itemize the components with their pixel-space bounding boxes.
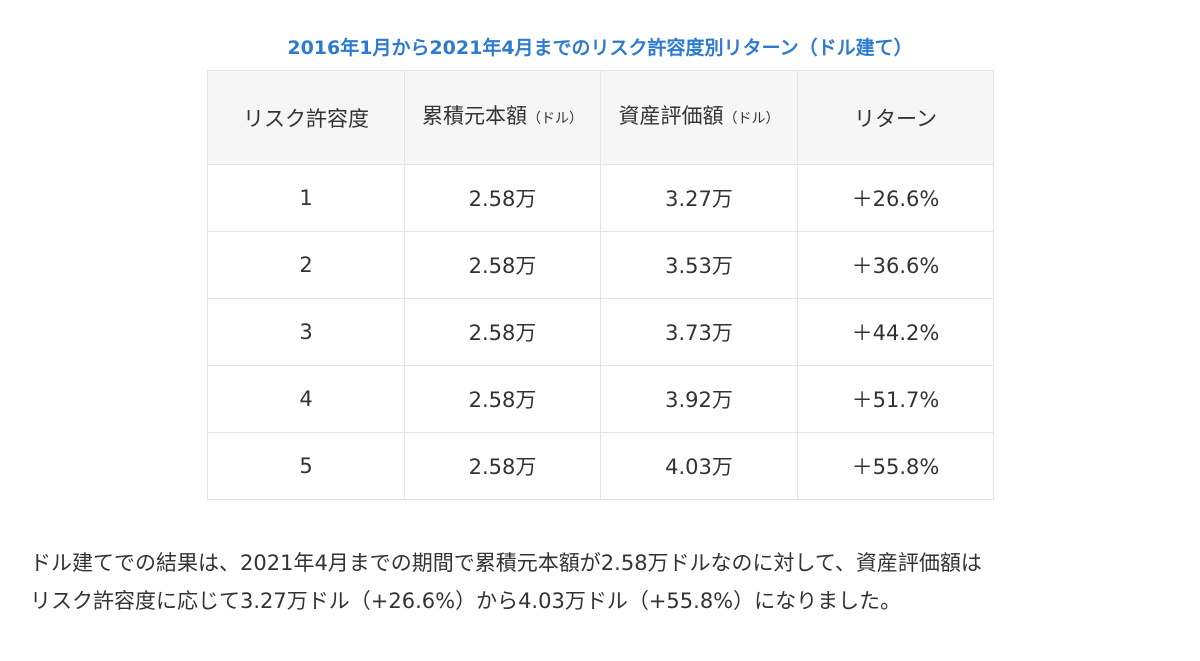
table-header-row: リスク許容度 累積元本額（ドル） 資産評価額（ドル） リターン [207,70,994,165]
header-return: リターン [797,70,994,165]
cell-risk: 3 [207,298,405,366]
cell-return: ＋36.6% [797,231,994,299]
table-caption: 2016年1月から2021年4月までのリスク許容度別リターン（ドル建て） [287,37,913,59]
risk-return-table: リスク許容度 累積元本額（ドル） 資産評価額（ドル） リターン 1 2.58万 … [207,70,994,500]
cell-assets: 4.03万 [600,432,798,500]
cell-principal: 2.58万 [404,231,601,299]
cell-assets: 3.27万 [600,164,798,232]
table-row: 1 2.58万 3.27万 ＋26.6% [207,164,994,232]
header-asset-valuation: 資産評価額（ドル） [600,70,798,165]
cell-return: ＋55.8% [797,432,994,500]
table-row: 5 2.58万 4.03万 ＋55.8% [207,432,994,500]
header-assets-label: 資産評価額 [618,104,724,128]
table-row: 2 2.58万 3.53万 ＋36.6% [207,231,994,299]
header-assets-wrap: 資産評価額（ドル） [619,101,780,134]
cell-risk: 2 [207,231,405,299]
header-return-label: リターン [854,106,937,131]
cell-return: ＋26.6% [797,164,994,232]
cell-assets: 3.73万 [600,298,798,366]
header-principal-unit: （ドル） [527,111,583,127]
cell-return: ＋44.2% [797,298,994,366]
header-risk-label: リスク許容度 [243,106,369,131]
header-cumulative-principal: 累積元本額（ドル） [404,70,601,165]
table-row: 3 2.58万 3.73万 ＋44.2% [207,298,994,366]
cell-principal: 2.58万 [404,164,601,232]
cell-principal: 2.58万 [404,298,601,366]
summary-line-2: リスク許容度に応じて3.27万ドル（+26.6%）から4.03万ドル（+55.8… [30,589,902,613]
header-principal-wrap: 累積元本額（ドル） [422,101,583,134]
cell-risk: 1 [207,164,405,232]
cell-return: ＋51.7% [797,365,994,433]
header-assets-unit: （ドル） [723,111,780,127]
cell-principal: 2.58万 [404,365,601,433]
header-principal-label: 累積元本額 [422,104,527,128]
header-risk-tolerance: リスク許容度 [207,70,405,165]
cell-assets: 3.53万 [600,231,798,299]
table-row: 4 2.58万 3.92万 ＋51.7% [207,365,994,433]
summary-line-1: ドル建てでの結果は、2021年4月までの期間で累積元本額が2.58万ドルなのに対… [30,551,982,575]
cell-assets: 3.92万 [600,365,798,433]
summary-paragraph: ドル建てでの結果は、2021年4月までの期間で累積元本額が2.58万ドルなのに対… [30,544,1180,620]
cell-risk: 4 [207,365,405,433]
cell-risk: 5 [207,432,405,500]
cell-principal: 2.58万 [404,432,601,500]
